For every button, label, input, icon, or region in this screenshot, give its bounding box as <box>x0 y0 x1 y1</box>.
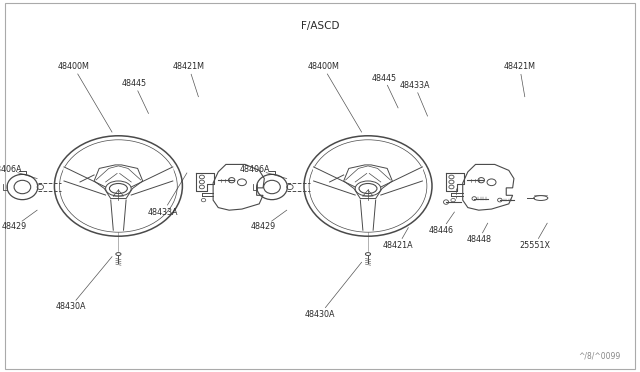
Text: 48433A: 48433A <box>148 208 179 217</box>
Polygon shape <box>381 167 422 195</box>
Text: 48429: 48429 <box>251 222 276 231</box>
Text: F/ASCD: F/ASCD <box>301 21 339 31</box>
Text: ^/8/^0099: ^/8/^0099 <box>579 352 621 361</box>
Polygon shape <box>360 200 376 230</box>
Text: 48406A: 48406A <box>239 165 270 174</box>
Text: 48445: 48445 <box>371 74 397 83</box>
Polygon shape <box>111 200 126 230</box>
Polygon shape <box>64 167 106 195</box>
Text: 48400M: 48400M <box>307 62 339 71</box>
Text: 48421M: 48421M <box>173 62 205 71</box>
Text: 48448: 48448 <box>466 235 492 244</box>
Text: 48430A: 48430A <box>55 302 86 311</box>
Text: 48429: 48429 <box>1 222 27 231</box>
Polygon shape <box>196 173 214 191</box>
Text: 48433A: 48433A <box>399 81 430 90</box>
Text: 48421M: 48421M <box>504 62 536 71</box>
Text: 48406A: 48406A <box>0 165 22 174</box>
Text: 25551X: 25551X <box>519 241 550 250</box>
Polygon shape <box>131 167 173 195</box>
Text: 48446: 48446 <box>429 226 454 235</box>
Text: 48421A: 48421A <box>383 241 413 250</box>
Text: 48430A: 48430A <box>305 310 335 319</box>
Text: 48445: 48445 <box>122 79 147 88</box>
Polygon shape <box>446 173 464 191</box>
Text: 48400M: 48400M <box>58 62 90 71</box>
Polygon shape <box>314 167 355 195</box>
